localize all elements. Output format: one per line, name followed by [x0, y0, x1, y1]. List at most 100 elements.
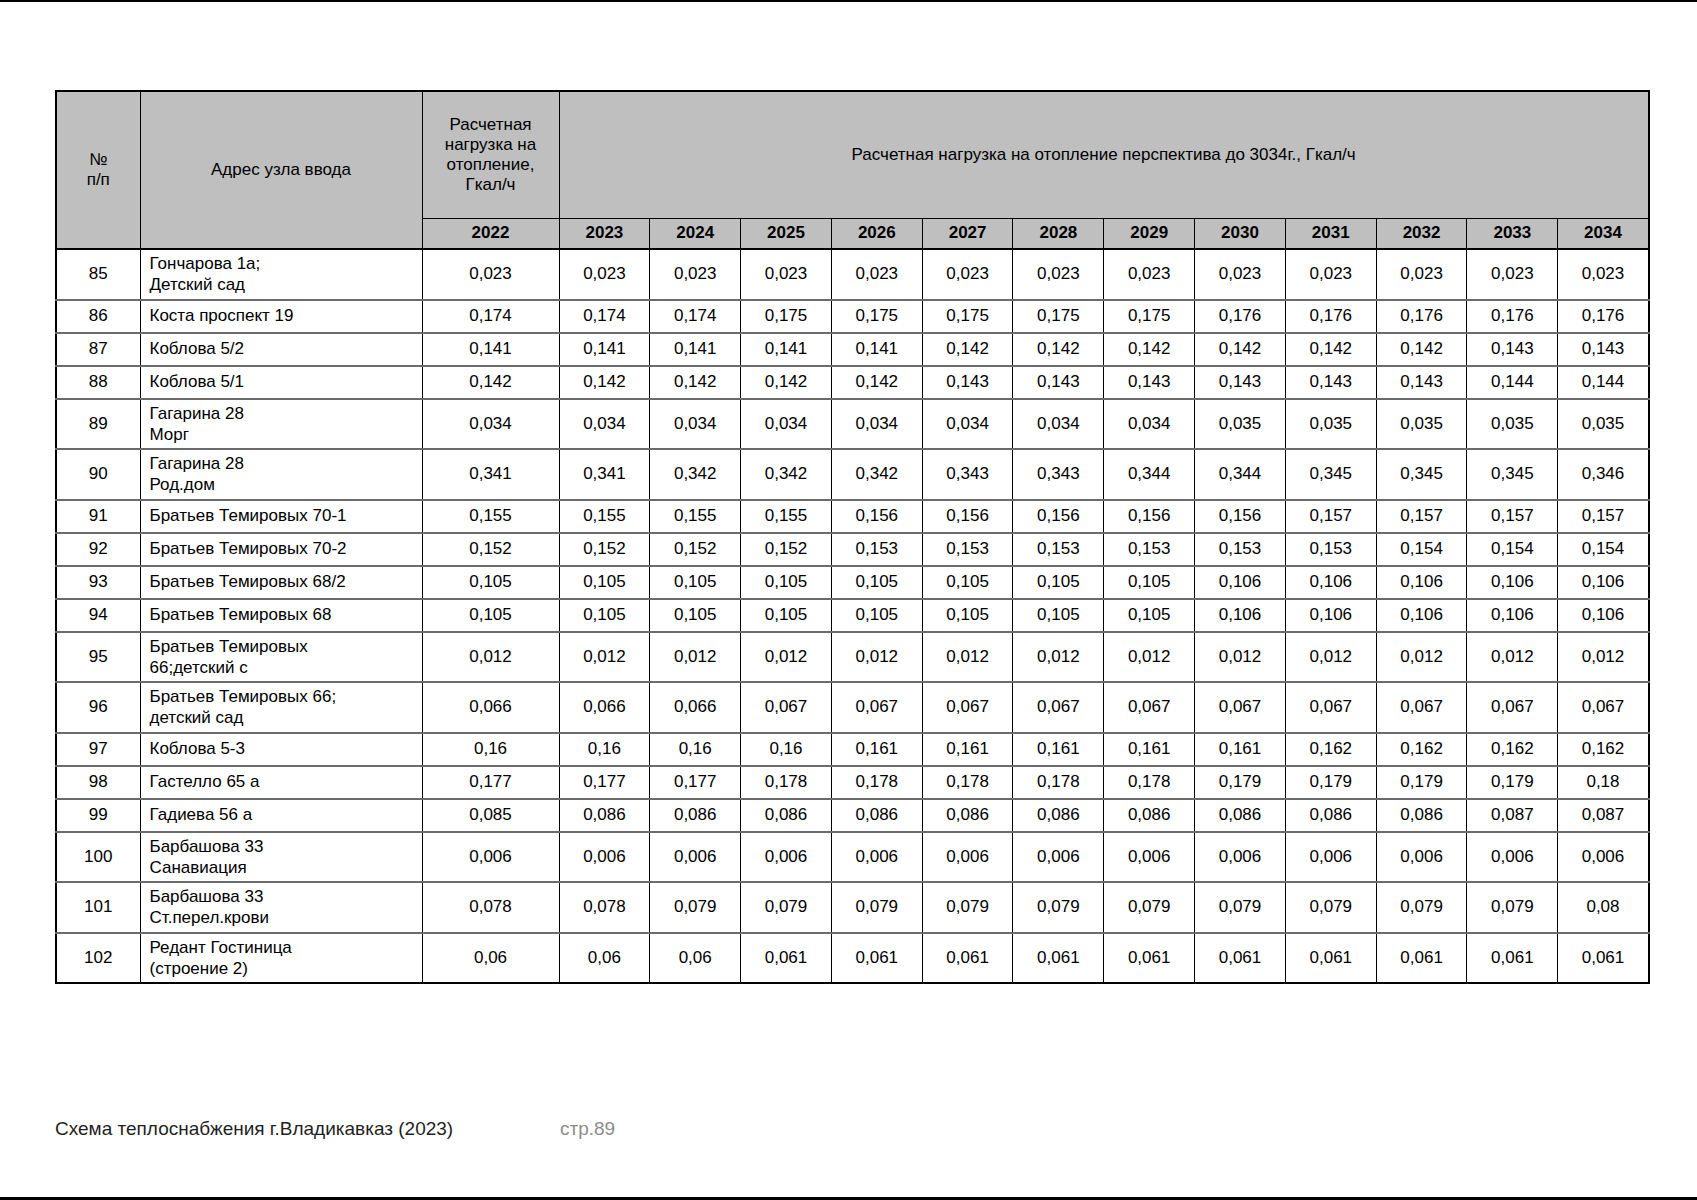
value-cell: 0,079: [1104, 882, 1195, 933]
value-cell: 0,345: [1467, 449, 1558, 500]
value-cell: 0,143: [1558, 333, 1649, 366]
value-cell: 0,012: [422, 632, 559, 683]
column-header-perspective: Расчетная нагрузка на отопление перспект…: [559, 91, 1649, 218]
value-cell: 0,079: [650, 882, 741, 933]
value-cell: 0,06: [650, 933, 741, 984]
year-header-2030: 2030: [1195, 218, 1286, 249]
value-cell: 0,006: [1104, 832, 1195, 883]
value-cell: 0,177: [650, 766, 741, 799]
value-cell: 0,105: [741, 599, 832, 632]
value-cell: 0,061: [741, 933, 832, 984]
address-cell: Коблова 5-3: [140, 733, 422, 766]
value-cell: 0,179: [1467, 766, 1558, 799]
value-cell: 0,341: [422, 449, 559, 500]
value-cell: 0,086: [1376, 799, 1467, 832]
value-cell: 0,176: [1285, 300, 1376, 333]
value-cell: 0,153: [1285, 533, 1376, 566]
value-cell: 0,086: [1195, 799, 1286, 832]
value-cell: 0,142: [1376, 333, 1467, 366]
value-cell: 0,067: [922, 682, 1013, 733]
value-cell: 0,161: [831, 733, 922, 766]
value-cell: 0,161: [922, 733, 1013, 766]
value-cell: 0,012: [741, 632, 832, 683]
address-cell: Коста проспект 19: [140, 300, 422, 333]
value-cell: 0,006: [559, 832, 650, 883]
value-cell: 0,175: [1104, 300, 1195, 333]
value-cell: 0,105: [650, 566, 741, 599]
column-header-number: № п/п: [56, 91, 140, 249]
value-cell: 0,106: [1195, 566, 1286, 599]
value-cell: 0,143: [1013, 366, 1104, 399]
value-cell: 0,006: [422, 832, 559, 883]
value-cell: 0,179: [1195, 766, 1286, 799]
table-header: № п/п Адрес узла ввода Расчетная нагрузк…: [56, 91, 1649, 249]
value-cell: 0,061: [1285, 933, 1376, 984]
value-cell: 0,106: [1285, 599, 1376, 632]
value-cell: 0,178: [741, 766, 832, 799]
value-cell: 0,155: [422, 500, 559, 533]
value-cell: 0,086: [1013, 799, 1104, 832]
value-cell: 0,155: [741, 500, 832, 533]
value-cell: 0,012: [1104, 632, 1195, 683]
table-row: 100 Барбашова 33 Санавиация 0,0060,0060,…: [56, 832, 1649, 883]
value-cell: 0,341: [559, 449, 650, 500]
address-cell: Гадиева 56 а: [140, 799, 422, 832]
value-cell: 0,141: [422, 333, 559, 366]
value-cell: 0,162: [1285, 733, 1376, 766]
value-cell: 0,178: [1013, 766, 1104, 799]
table-row: 90 Гагарина 28 Род.дом 0,3410,3410,3420,…: [56, 449, 1649, 500]
value-cell: 0,079: [1376, 882, 1467, 933]
address-cell: Коблова 5/1: [140, 366, 422, 399]
value-cell: 0,177: [559, 766, 650, 799]
page-footer: Схема теплоснабжения г.Владикавказ (2023…: [55, 1118, 1055, 1140]
table-body: 85 Гончарова 1а; Детский сад 0,0230,0230…: [56, 249, 1649, 983]
row-number-cell: 85: [56, 249, 140, 300]
footer-page-number: стр.89: [560, 1118, 615, 1140]
value-cell: 0,105: [559, 566, 650, 599]
row-number-cell: 88: [56, 366, 140, 399]
address-cell: Редант Гостиница (строение 2): [140, 933, 422, 984]
address-cell: Братьев Темировых 66;детский с: [140, 632, 422, 683]
address-cell: Братьев Темировых 70-2: [140, 533, 422, 566]
value-cell: 0,006: [741, 832, 832, 883]
value-cell: 0,175: [831, 300, 922, 333]
value-cell: 0,142: [1285, 333, 1376, 366]
value-cell: 0,023: [1376, 249, 1467, 300]
row-number-cell: 98: [56, 766, 140, 799]
value-cell: 0,078: [422, 882, 559, 933]
value-cell: 0,105: [1013, 599, 1104, 632]
value-cell: 0,152: [422, 533, 559, 566]
value-cell: 0,142: [650, 366, 741, 399]
value-cell: 0,155: [650, 500, 741, 533]
value-cell: 0,006: [831, 832, 922, 883]
table-row: 102 Редант Гостиница (строение 2) 0,060,…: [56, 933, 1649, 984]
value-cell: 0,034: [422, 399, 559, 450]
value-cell: 0,078: [559, 882, 650, 933]
value-cell: 0,105: [1104, 599, 1195, 632]
value-cell: 0,175: [741, 300, 832, 333]
table-row: 93 Братьев Темировых 68/2 0,1050,1050,10…: [56, 566, 1649, 599]
value-cell: 0,067: [1376, 682, 1467, 733]
value-cell: 0,106: [1376, 566, 1467, 599]
value-cell: 0,087: [1558, 799, 1649, 832]
value-cell: 0,161: [1104, 733, 1195, 766]
value-cell: 0,142: [1104, 333, 1195, 366]
value-cell: 0,034: [559, 399, 650, 450]
address-cell: Братьев Темировых 68/2: [140, 566, 422, 599]
table-row: 92 Братьев Темировых 70-2 0,1520,1520,15…: [56, 533, 1649, 566]
address-cell: Гончарова 1а; Детский сад: [140, 249, 422, 300]
value-cell: 0,067: [1013, 682, 1104, 733]
row-number-cell: 100: [56, 832, 140, 883]
value-cell: 0,176: [1195, 300, 1286, 333]
value-cell: 0,176: [1467, 300, 1558, 333]
value-cell: 0,105: [831, 566, 922, 599]
value-cell: 0,012: [1376, 632, 1467, 683]
row-number-cell: 89: [56, 399, 140, 450]
year-header-2024: 2024: [650, 218, 741, 249]
address-cell: Барбашова 33 Ст.перел.крови: [140, 882, 422, 933]
value-cell: 0,106: [1467, 566, 1558, 599]
value-cell: 0,143: [922, 366, 1013, 399]
value-cell: 0,178: [1104, 766, 1195, 799]
value-cell: 0,174: [422, 300, 559, 333]
year-header-2033: 2033: [1467, 218, 1558, 249]
